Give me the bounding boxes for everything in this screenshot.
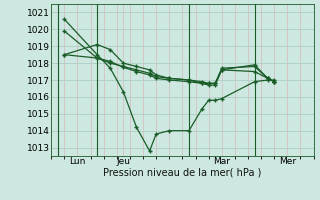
X-axis label: Pression niveau de la mer( hPa ): Pression niveau de la mer( hPa )	[103, 168, 261, 178]
